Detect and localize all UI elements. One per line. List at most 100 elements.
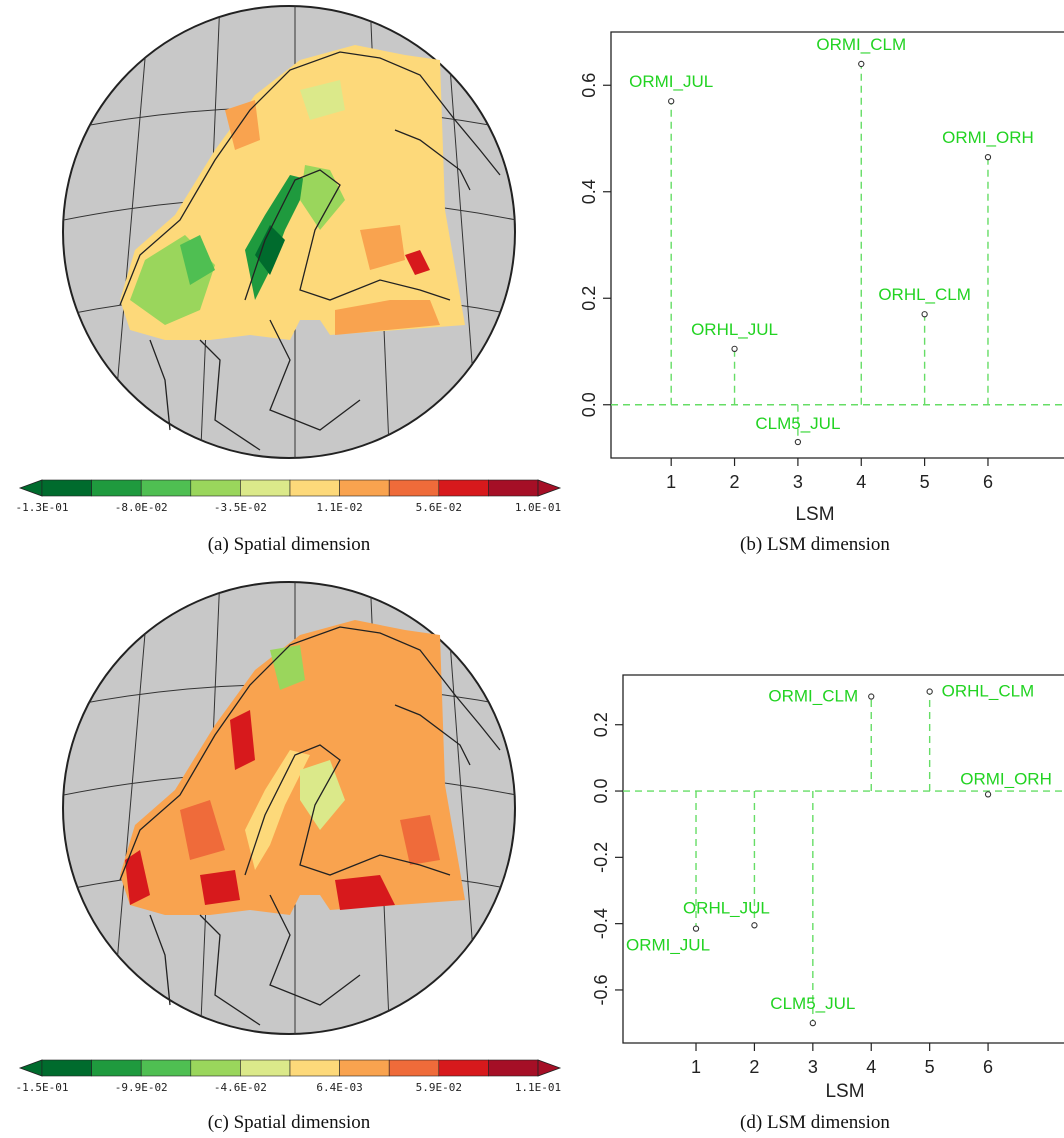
x-tick-label: 5 (920, 472, 930, 492)
colorbar-arrow-low (18, 1059, 43, 1077)
data-point (731, 345, 738, 352)
caption-c: (c) Spatial dimension (208, 1112, 371, 1133)
colorbar-swatch (140, 1059, 192, 1077)
point-label: ORHL_CLM (878, 285, 971, 304)
colorbar-swatch (438, 1059, 489, 1077)
data-point (809, 1019, 816, 1027)
caption-a: (a) Spatial dimension (208, 534, 371, 555)
x-tick-label: 1 (666, 472, 676, 492)
data-point (858, 60, 865, 68)
colorbar-c: -1.5E-01 -9.9E-02 -4.6E-02 6.4E-03 5.9E-02 1.… (16, 1059, 562, 1094)
y-tick-label: 0.6 (579, 73, 599, 98)
x-tick-label: 4 (856, 472, 866, 492)
y-tick-label: 0.2 (591, 712, 611, 737)
coastline-a (119, 51, 501, 451)
colorbar-tick-label: 1.0E-01 (515, 501, 561, 514)
plot-d-xlabel: LSM (825, 1081, 864, 1102)
data-point (751, 922, 758, 929)
point-label: ORHL_CLM (942, 682, 1035, 701)
y-tick-label: 0.0 (591, 779, 611, 804)
point-label: ORMI_CLM (768, 687, 858, 706)
colorbar-swatch (438, 479, 489, 497)
x-tick-label: 2 (749, 1057, 759, 1077)
colorbar-swatch (190, 479, 241, 497)
point-label: ORMI_CLM (816, 35, 906, 54)
y-tick-label: 0.4 (579, 179, 599, 204)
data-point (668, 98, 675, 105)
colorbar-swatch (91, 479, 142, 497)
colorbar-swatch (339, 1059, 390, 1077)
colorbar-tick-label: -8.0E-02 (115, 501, 168, 514)
x-tick-label: 5 (925, 1057, 935, 1077)
colorbar-tick-label: 5.9E-02 (416, 1081, 462, 1094)
plot-b-xlabel: LSM (795, 504, 834, 525)
colorbar-swatch (289, 1059, 340, 1077)
colorbar-arrow-low (18, 479, 43, 497)
data-point (794, 438, 802, 446)
x-tick-label: 4 (866, 1057, 876, 1077)
plot-d: -0.6 -0.4 -0.2 0.0 0.2 1 2 3 4 5 6 ORMI_JUL ORHL_JUL… (591, 674, 1064, 1102)
point-label: CLM5_JUL (770, 994, 855, 1013)
data-point (868, 693, 875, 700)
colorbar-arrow-high (537, 1059, 562, 1077)
colorbar-tick-label: -3.5E-02 (214, 501, 267, 514)
y-tick-label: 0.0 (579, 392, 599, 417)
point-label: ORHL_JUL (683, 898, 770, 917)
colorbar-swatch (91, 1059, 142, 1077)
colorbar-swatch (41, 1059, 92, 1077)
point-label: ORMI_ORH (942, 128, 1034, 147)
colorbar-swatch (240, 1059, 291, 1077)
point-label: ORMI_JUL (629, 72, 713, 91)
colorbar-tick-label: 1.1E-01 (515, 1081, 561, 1094)
data-point (692, 925, 700, 932)
map-c (62, 581, 516, 1035)
data-point (921, 311, 928, 318)
data-point (984, 791, 992, 798)
colorbar-swatch (41, 479, 92, 497)
plot-b: 0.0 0.2 0.4 0.6 1 2 3 4 5 6 ORMI_JUL ORHL_JUL CLM5_J… (579, 31, 1064, 525)
colorbar-tick-label: -4.6E-02 (214, 1081, 267, 1094)
colorbar-swatch (388, 1059, 440, 1077)
x-tick-label: 6 (983, 472, 993, 492)
colorbar-tick-label: 5.6E-02 (416, 501, 462, 514)
colorbar-arrow-high (537, 479, 562, 497)
map-a (62, 5, 516, 459)
y-tick-label: -0.2 (591, 842, 611, 873)
x-tick-label: 3 (808, 1057, 818, 1077)
field-c (120, 620, 465, 915)
x-tick-label: 6 (983, 1057, 993, 1077)
colorbar-swatch (339, 479, 390, 497)
point-label: ORMI_ORH (960, 769, 1052, 788)
colorbar-tick-label: -1.3E-01 (16, 501, 69, 514)
data-point (926, 688, 933, 695)
x-tick-label: 1 (691, 1057, 701, 1077)
y-tick-label: -0.4 (591, 908, 611, 939)
colorbar-tick-label: 1.1E-02 (316, 501, 362, 514)
point-label: CLM5_JUL (755, 414, 840, 433)
point-label: ORHL_JUL (691, 320, 778, 339)
colorbar-tick-label: -9.9E-02 (115, 1081, 168, 1094)
caption-d: (d) LSM dimension (740, 1112, 890, 1133)
colorbar-swatch (190, 1059, 241, 1077)
colorbar-swatch (240, 479, 291, 497)
x-tick-label: 2 (730, 472, 740, 492)
x-tick-label: 3 (793, 472, 803, 492)
coastline-c (119, 626, 501, 1026)
point-label: ORMI_JUL (626, 936, 710, 955)
colorbar-swatch (140, 479, 192, 497)
colorbar-swatch (488, 1059, 539, 1077)
data-point (984, 153, 992, 161)
y-tick-label: 0.2 (579, 286, 599, 311)
colorbar-swatch (289, 479, 340, 497)
plot-d-frame (622, 674, 1064, 1044)
colorbar-tick-label: 6.4E-03 (316, 1081, 362, 1094)
caption-b: (b) LSM dimension (740, 534, 890, 555)
colorbar-a: -1.3E-01 -8.0E-02 -3.5E-02 1.1E-02 5.6E-02 1.… (16, 479, 562, 514)
plot-b-frame (610, 31, 1064, 459)
colorbar-swatch (388, 479, 440, 497)
y-tick-label: -0.6 (591, 974, 611, 1005)
field-a (120, 45, 465, 340)
colorbar-tick-label: -1.5E-01 (16, 1081, 69, 1094)
colorbar-swatch (488, 479, 539, 497)
